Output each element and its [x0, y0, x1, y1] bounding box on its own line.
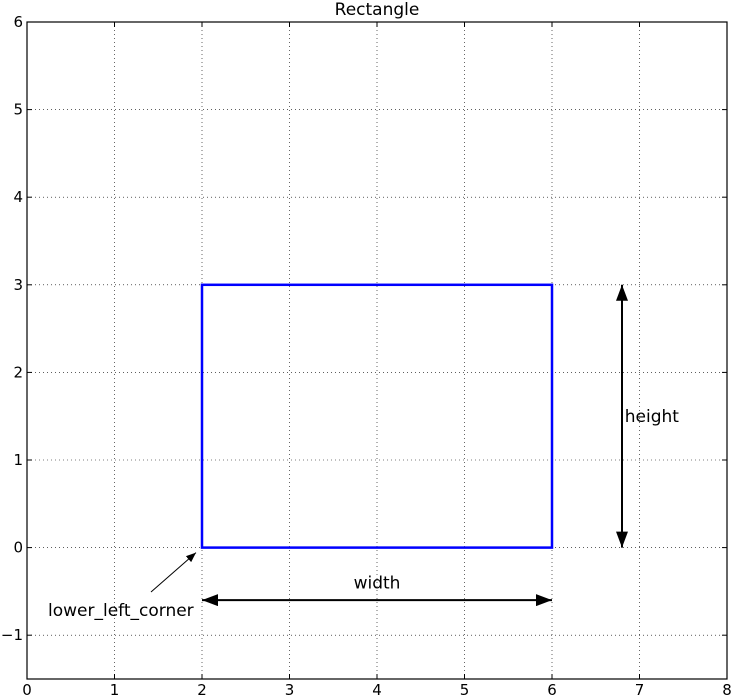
y-tick-label: 1	[13, 451, 23, 469]
y-tick-label: 4	[13, 188, 23, 206]
y-tick-label: 0	[13, 539, 23, 557]
y-tick-label: 5	[13, 101, 23, 119]
height-label: height	[625, 407, 680, 427]
x-tick-label: 2	[197, 681, 207, 697]
x-tick-label: 4	[372, 681, 382, 697]
marks	[150, 283, 628, 607]
lower-left-corner-label: lower_left_corner	[48, 601, 194, 621]
rectangle	[200, 283, 554, 549]
y-tick-label: 3	[13, 276, 23, 294]
y-tick-label: 2	[13, 363, 23, 381]
x-tick-label: 3	[285, 681, 295, 697]
width-label: width	[354, 574, 401, 594]
x-tick-label: 5	[460, 681, 470, 697]
chart-title: Rectangle	[335, 0, 420, 20]
x-tick-label: 1	[110, 681, 120, 697]
x-tick-label: 6	[547, 681, 557, 697]
corner-arrow	[150, 552, 197, 593]
x-tick-label: 0	[22, 681, 32, 697]
y-tick-label: 6	[13, 13, 23, 31]
y-tick-label: −1	[1, 626, 23, 644]
x-tick-label: 8	[722, 681, 732, 697]
x-tick-label: 7	[635, 681, 645, 697]
ticks: 0 1 2 3 4 5 6 7 8 −1 0 1 2 3 4 5 6	[1, 13, 732, 697]
